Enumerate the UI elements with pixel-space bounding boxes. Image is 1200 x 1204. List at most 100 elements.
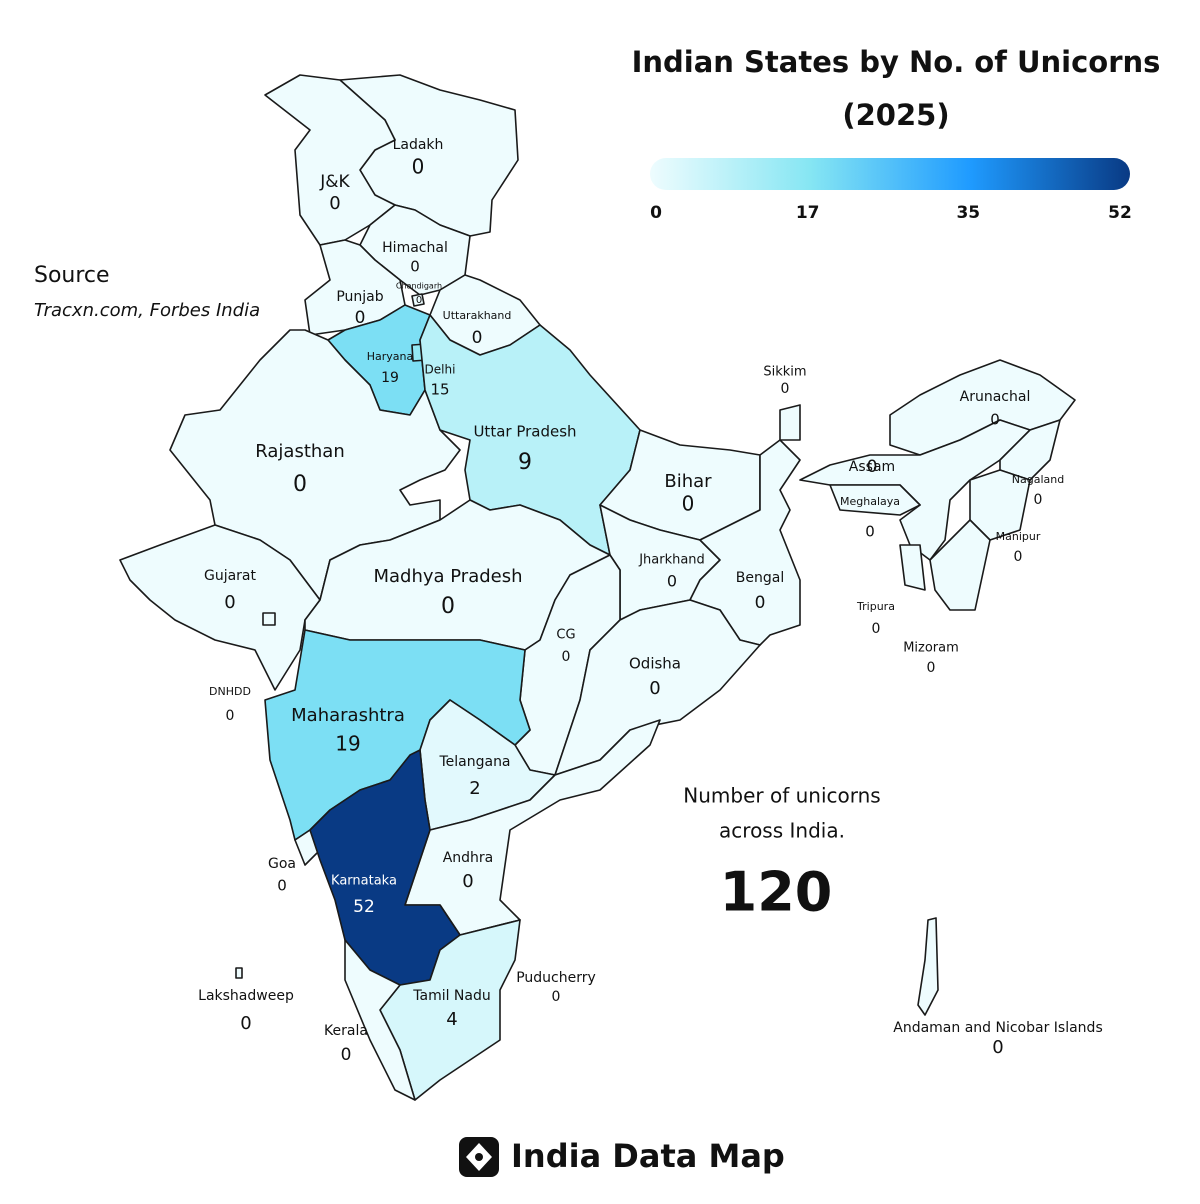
subtitle: (2025) [842,98,949,132]
state-name: Nagaland [1012,473,1064,486]
state-name: Gujarat [204,568,257,584]
state-value: 0 [441,594,455,619]
state-name: Andhra [443,850,494,866]
state-name: Chandigarh [396,282,442,291]
state-region [344,939,416,1101]
state-name: DNHDD [209,685,251,698]
state-region [929,519,991,611]
state-value: 9 [518,450,532,475]
state-region [411,293,425,307]
colorbar-tick-label: 17 [796,203,820,223]
state-name: Bihar [664,471,712,492]
state-name: Sikkim [763,365,806,380]
colorbar-tick-label: 52 [1108,203,1132,223]
state-value: 0 [867,457,878,477]
state-value: 0 [927,660,936,676]
state-value: 0 [341,1045,352,1065]
state-name: Haryana [367,350,414,363]
state-name: Karnataka [331,874,397,889]
state-value: 52 [353,897,375,917]
state-region [917,917,939,1016]
state-name: Goa [268,856,296,872]
state-region [264,74,396,246]
state-name: Ladakh [393,137,444,153]
state-name: Meghalaya [840,495,900,508]
state-name: Rajasthan [255,441,344,462]
state-name: Punjab [336,289,383,305]
state-region [235,967,243,979]
state-name: Bengal [736,570,784,586]
state-name: Jharkhand [638,553,705,568]
state-name: Andaman and Nicobar Islands [893,1020,1103,1036]
state-value: 0 [781,381,790,397]
state-value: 0 [667,572,677,591]
state-name: J&K [319,172,350,192]
state-value: 0 [293,472,307,497]
regions [119,74,1076,1101]
state-name: Assam [849,459,895,475]
state-region [829,484,921,516]
state-name: Puducherry [516,970,596,986]
state-value: 0 [755,593,766,613]
state-name: Uttarakhand [443,309,512,322]
total-label: across India. [719,819,845,843]
state-value: 0 [226,708,235,724]
state-region [899,544,926,591]
state-value: 0 [277,877,287,895]
state-name: Kerala [324,1023,368,1039]
state-value: 0 [990,411,1000,429]
state-name: Odisha [629,655,681,673]
total-value: 120 [720,861,833,924]
state-region [379,919,521,1101]
title: Indian States by No. of Unicorns [632,45,1161,79]
state-value: 0 [1034,492,1043,508]
state-value: 0 [552,989,561,1005]
state-value: 0 [562,649,571,665]
state-value: 0 [416,295,422,306]
state-name: Lakshadweep [198,988,294,1004]
state-name: Telangana [438,754,510,770]
state-name: Tamil Nadu [412,988,491,1004]
state-value: 0 [872,621,881,637]
colorbar [650,158,1130,190]
state-value: 4 [446,1009,457,1030]
state-value: 0 [240,1013,251,1034]
state-name: Arunachal [960,389,1031,405]
state-value: 0 [329,193,340,214]
brand: India Data Map [511,1137,785,1175]
state-value: 15 [430,381,449,399]
state-name: Delhi [425,363,456,377]
state-value: 0 [462,871,473,892]
state-name: Maharashtra [291,705,405,726]
colorbar-tick-label: 0 [650,203,662,223]
state-name: Madhya Pradesh [373,566,522,587]
state-region [554,599,761,776]
colorbar-tick-label: 35 [956,203,980,223]
total-label: Number of unicorns [683,784,880,808]
state-value: 0 [355,308,366,328]
brand-icon [459,1137,499,1177]
state-value: 0 [992,1037,1003,1058]
state-value: 0 [224,592,235,613]
state-name: Uttar Pradesh [473,423,576,441]
source-text: Tracxn.com, Forbes India [34,300,260,321]
state-value: 2 [469,778,480,799]
state-name: Himachal [382,240,448,256]
state-region [119,524,321,691]
state-value: 19 [335,732,360,756]
state-value: 19 [381,370,399,386]
state-name: Manipur [996,530,1041,543]
state-region [262,612,276,626]
state-region [779,404,801,441]
state-value: 0 [682,492,695,516]
labels: Ladakh0J&K0Himachal0Punjab0Chandigarh0Ut… [198,137,1103,1065]
state-name: CG [556,628,575,643]
source-label: Source [34,263,110,288]
state-value: 0 [649,678,660,699]
state-value: 0 [472,328,483,348]
state-value: 0 [412,155,425,179]
state-name: Mizoram [903,641,959,656]
state-value: 0 [410,258,420,276]
